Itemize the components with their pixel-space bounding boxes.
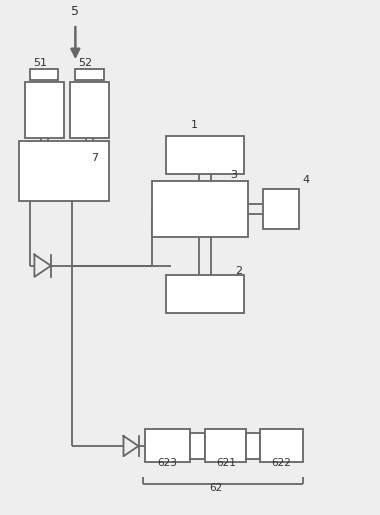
Text: 62: 62: [210, 483, 223, 493]
Bar: [190, 434, 205, 459]
Bar: [25, 82, 64, 138]
Bar: [19, 141, 109, 201]
Bar: [246, 434, 260, 459]
Bar: [75, 68, 104, 80]
Text: 7: 7: [92, 153, 99, 163]
Bar: [30, 68, 59, 80]
Bar: [152, 181, 248, 237]
Text: 5: 5: [71, 5, 79, 18]
Text: 2: 2: [235, 266, 242, 276]
Text: 621: 621: [216, 458, 236, 468]
Text: 623: 623: [158, 458, 177, 468]
Bar: [263, 188, 299, 229]
Bar: [166, 275, 244, 313]
Text: 622: 622: [271, 458, 291, 468]
Text: 1: 1: [191, 121, 198, 130]
Bar: [166, 135, 244, 174]
Bar: [145, 430, 190, 462]
Bar: [260, 430, 303, 462]
Text: 52: 52: [78, 58, 92, 68]
Bar: [70, 82, 109, 138]
Text: 3: 3: [231, 169, 238, 180]
Bar: [205, 430, 246, 462]
Text: 51: 51: [33, 58, 48, 68]
Text: 4: 4: [303, 175, 310, 185]
